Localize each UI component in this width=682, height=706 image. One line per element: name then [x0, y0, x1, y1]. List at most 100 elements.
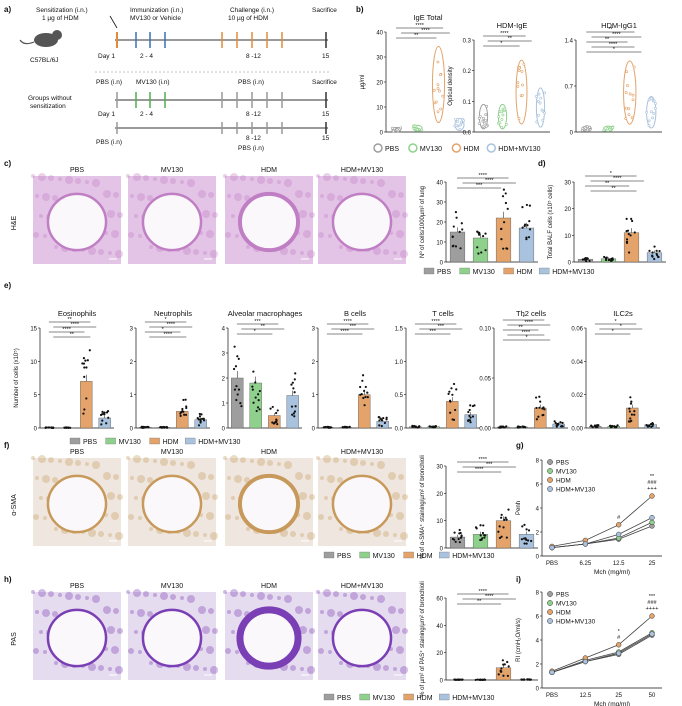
- tissue-speck: [290, 665, 296, 671]
- significance-label: **: [605, 181, 610, 187]
- tissue-speck: [231, 630, 235, 634]
- y-tick-label: 3: [130, 327, 134, 333]
- data-point: [542, 413, 545, 417]
- tissue-speck: [38, 173, 46, 181]
- data-point: [534, 396, 538, 399]
- data-point: [471, 415, 475, 418]
- y-tick-label: 0: [380, 131, 384, 137]
- tissue-speck: [212, 494, 218, 500]
- data-point: [254, 381, 257, 384]
- pbs-in-label-3: PBS (i.n): [96, 139, 122, 146]
- data-point: [521, 525, 524, 528]
- micrograph-f-1: [126, 455, 218, 546]
- y-tick-label: 0: [440, 261, 444, 267]
- tissue-speck: [183, 529, 191, 537]
- tissue-speck: [350, 458, 358, 466]
- data-point: [273, 422, 276, 425]
- significance-label: #: [617, 515, 621, 521]
- mouse-icon: [34, 33, 58, 47]
- tissue-speck: [235, 234, 239, 238]
- tissue-speck: [65, 458, 73, 466]
- data-point: [526, 224, 529, 227]
- data-point: [86, 359, 89, 362]
- y-tick-label: 20: [564, 207, 571, 213]
- series-line: [551, 633, 653, 673]
- tissue-speck: [223, 590, 227, 594]
- data-point: [362, 396, 365, 400]
- data-point: [275, 411, 278, 415]
- data-point: [609, 259, 613, 262]
- significance-label: ****: [343, 319, 352, 325]
- tissue-speck: [111, 646, 119, 654]
- tissue-speck: [370, 462, 374, 466]
- data-point: [294, 405, 297, 408]
- tissue-speck: [117, 212, 123, 218]
- tissue-speck: [318, 232, 324, 238]
- data-point: [293, 415, 296, 418]
- tissue-speck: [210, 250, 218, 258]
- data-point: [459, 247, 462, 250]
- data-point: [651, 116, 655, 120]
- data-point: [629, 396, 632, 399]
- tissue-speck: [48, 457, 54, 463]
- significance-label: ****: [612, 32, 621, 38]
- data-point: [479, 534, 482, 537]
- legend-marker: [547, 600, 553, 606]
- data-point: [452, 418, 456, 421]
- data-point: [554, 421, 557, 425]
- data-point: [581, 126, 585, 130]
- tissue-speck: [223, 174, 227, 178]
- tissue-speck: [328, 516, 332, 520]
- series-point: [616, 642, 622, 648]
- data-point: [455, 388, 458, 391]
- tissue-speck: [58, 177, 62, 181]
- tissue-speck: [267, 594, 273, 600]
- data-point: [162, 426, 165, 429]
- data-point: [413, 124, 417, 128]
- data-point: [501, 659, 504, 662]
- data-point: [459, 120, 463, 124]
- data-point: [103, 411, 106, 414]
- tissue-speck: [307, 532, 315, 540]
- legend-marker: [547, 477, 553, 483]
- data-point: [590, 424, 593, 427]
- micrograph-h-1: [126, 589, 218, 680]
- data-point: [185, 405, 188, 408]
- legend-label: HDM: [556, 610, 571, 617]
- y-tick-label: 0.05: [479, 377, 491, 383]
- tissue-speck: [240, 457, 246, 463]
- micrograph-c-1: [126, 173, 218, 264]
- data-point: [469, 404, 472, 407]
- data-point: [458, 678, 461, 681]
- data-point: [520, 678, 523, 681]
- data-point: [520, 538, 524, 541]
- series-point: [649, 519, 655, 526]
- tissue-speck: [231, 496, 235, 500]
- sensitization-word-label: sensitization: [30, 103, 66, 110]
- tissue-speck: [250, 459, 254, 463]
- tissue-speck: [202, 210, 210, 218]
- significance-label: **: [67, 317, 72, 323]
- significance-label: ****: [70, 322, 79, 328]
- data-point: [627, 420, 631, 423]
- significance-label: ###: [647, 480, 657, 486]
- significance-label: *: [612, 329, 615, 335]
- data-point: [460, 222, 463, 225]
- data-point: [654, 102, 657, 105]
- data-point: [105, 422, 108, 425]
- tissue-speck: [128, 648, 134, 654]
- legend-label: HDM: [517, 269, 533, 276]
- tissue-speck: [398, 608, 404, 614]
- legend-label: MV130: [556, 469, 577, 476]
- legend-marker: [547, 468, 553, 474]
- tissue-speck: [295, 606, 303, 614]
- data-point: [594, 426, 598, 429]
- data-point: [449, 411, 452, 414]
- legend-swatch: [323, 551, 335, 559]
- tissue-speck: [35, 476, 39, 480]
- significance-label: ***: [486, 462, 493, 468]
- tissue-speck: [113, 474, 119, 480]
- significance-label: ****: [522, 330, 531, 336]
- data-point: [199, 421, 202, 424]
- data-point: [523, 425, 526, 428]
